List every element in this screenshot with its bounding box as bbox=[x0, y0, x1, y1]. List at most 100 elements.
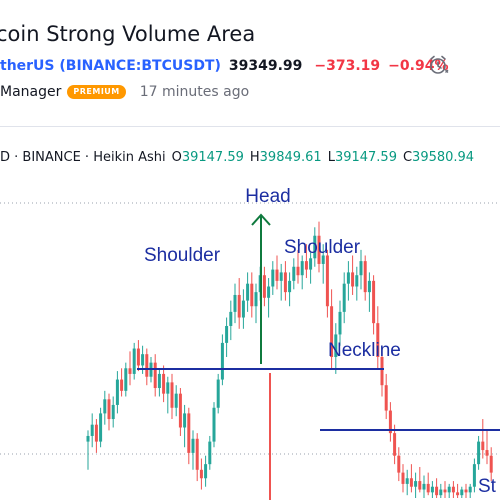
candle-body bbox=[304, 261, 308, 270]
candle-body bbox=[275, 269, 279, 281]
candle-body bbox=[477, 441, 481, 465]
candle-body bbox=[124, 368, 128, 391]
legend-close-value: 39580.94 bbox=[412, 149, 475, 165]
candle-body bbox=[481, 441, 485, 451]
candle-body bbox=[174, 393, 178, 408]
candle-body bbox=[90, 424, 94, 436]
annotation-neckline: Neckline bbox=[328, 340, 401, 361]
candle-body bbox=[283, 272, 287, 293]
candle-body bbox=[321, 255, 325, 264]
candle-body bbox=[292, 266, 296, 281]
candle-body bbox=[103, 399, 107, 414]
legend-low-value: 39147.59 bbox=[334, 149, 397, 165]
candle-body bbox=[443, 489, 447, 493]
candle-body bbox=[313, 235, 317, 259]
candle-body bbox=[157, 373, 161, 389]
chart-legend: D · BINANCE · Heikin Ashi O 39147.59 H 3… bbox=[0, 148, 474, 166]
candle-body bbox=[447, 486, 451, 493]
candle-body bbox=[216, 379, 220, 408]
candle-body bbox=[355, 275, 359, 287]
candle-body bbox=[296, 266, 300, 276]
candle-body bbox=[271, 269, 275, 287]
candle-body bbox=[225, 325, 229, 343]
candle-body bbox=[246, 283, 250, 301]
candle-body bbox=[393, 433, 397, 456]
candle-body bbox=[204, 464, 208, 479]
legend-high-value: 39849.61 bbox=[259, 149, 322, 165]
candle-body bbox=[170, 382, 174, 408]
candle-body bbox=[199, 469, 203, 479]
candle-body bbox=[334, 334, 338, 357]
legend-close-label: C bbox=[402, 149, 413, 165]
symbol-row: therUS (BINANCE:BTCUSDT) 39349.99 −373.1… bbox=[0, 56, 448, 76]
candle-body bbox=[141, 354, 145, 366]
candle-body bbox=[342, 283, 346, 312]
candle-body bbox=[456, 492, 460, 496]
candle-body bbox=[237, 294, 241, 318]
last-price: 39349.99 bbox=[228, 58, 303, 74]
candle-body bbox=[162, 373, 166, 394]
candle-body bbox=[166, 382, 170, 394]
author-role[interactable]: Manager bbox=[0, 84, 62, 100]
head-arrow-head bbox=[251, 213, 271, 226]
candle-body bbox=[460, 489, 464, 496]
premium-badge: PREMIUM bbox=[67, 85, 126, 99]
candle-body bbox=[178, 393, 182, 428]
price-chart[interactable]: Head Shoulder Shoulder Neckline St bbox=[0, 168, 500, 500]
candle-body bbox=[128, 368, 132, 374]
price-change: −373.19 bbox=[314, 58, 381, 74]
candle-body bbox=[111, 404, 115, 420]
candle-body bbox=[405, 478, 409, 484]
candle-body bbox=[262, 275, 266, 298]
candle-body bbox=[384, 385, 388, 411]
candle-body bbox=[325, 255, 329, 307]
candle-body bbox=[472, 464, 476, 487]
legend-high-label: H bbox=[249, 149, 260, 165]
candle-body bbox=[191, 438, 195, 453]
candle-body bbox=[153, 362, 157, 389]
candle-body bbox=[430, 486, 434, 493]
candle-body bbox=[288, 280, 292, 293]
legend-low-label: L bbox=[327, 149, 335, 165]
candle-body bbox=[233, 294, 237, 312]
candle-body bbox=[346, 272, 350, 284]
symbol-link[interactable]: therUS (BINANCE:BTCUSDT) bbox=[0, 58, 221, 74]
candle-body bbox=[107, 399, 111, 420]
candle-body bbox=[250, 283, 254, 307]
candle-body bbox=[330, 306, 334, 357]
candle-body bbox=[136, 348, 140, 366]
candle-body bbox=[241, 300, 245, 318]
candle-body bbox=[401, 472, 405, 484]
candle-body bbox=[489, 455, 493, 473]
header-divider bbox=[0, 126, 500, 127]
candle-body bbox=[309, 258, 313, 270]
candle-body bbox=[120, 379, 124, 391]
candle-body bbox=[254, 292, 258, 307]
candle-body bbox=[94, 424, 98, 442]
idea-title: coin Strong Volume Area bbox=[0, 22, 256, 46]
candle-body bbox=[363, 261, 367, 293]
candle-body bbox=[145, 354, 149, 377]
candle-body bbox=[422, 483, 426, 490]
candle-body bbox=[426, 483, 430, 493]
legend-open-value: 39147.59 bbox=[181, 149, 244, 165]
candle-body bbox=[187, 413, 191, 453]
candle-body bbox=[435, 486, 439, 496]
candle-body bbox=[300, 261, 304, 276]
candle-body bbox=[388, 410, 392, 434]
candle-body bbox=[367, 280, 371, 293]
candle-body bbox=[183, 413, 187, 428]
alarm-clock-icon[interactable] bbox=[428, 54, 450, 76]
candle-body bbox=[317, 235, 321, 264]
candle-body bbox=[468, 486, 472, 493]
candle-body bbox=[86, 435, 90, 442]
legend-symbol: D · BINANCE · Heikin Ashi bbox=[0, 149, 166, 165]
candle-body bbox=[99, 413, 103, 442]
candle-body bbox=[409, 478, 413, 487]
candle-body bbox=[464, 489, 468, 493]
candle-body bbox=[418, 481, 422, 490]
candle-body bbox=[267, 286, 271, 298]
legend-open-label: O bbox=[171, 149, 182, 165]
candles-layer bbox=[86, 221, 493, 500]
candle-body bbox=[372, 280, 376, 324]
